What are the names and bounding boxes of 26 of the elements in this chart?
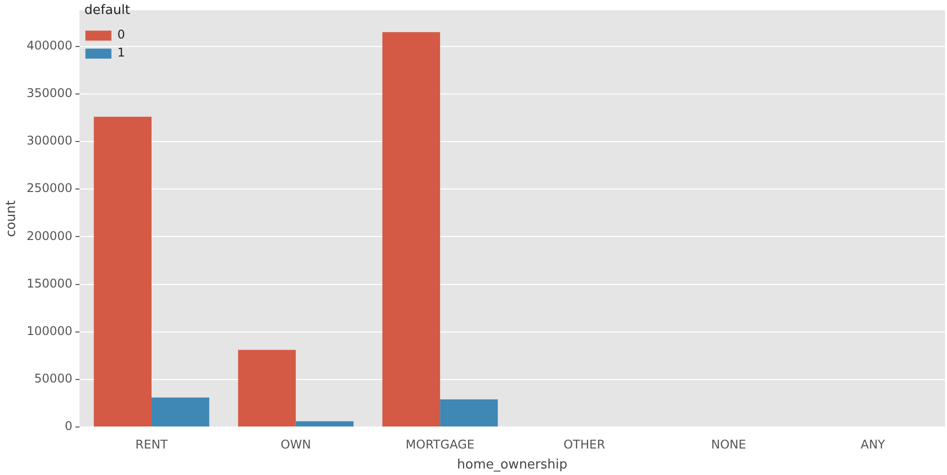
bar xyxy=(152,398,210,426)
y-tick-label: 50000 xyxy=(34,372,72,386)
y-tick-label: 300000 xyxy=(26,134,72,148)
bar xyxy=(94,116,152,426)
bar xyxy=(296,421,354,426)
x-tick-label: OTHER xyxy=(563,437,606,452)
y-tick-label: 0 xyxy=(64,419,72,434)
x-tick-label: MORTGAGE xyxy=(406,437,474,452)
x-axis-title: home_ownership xyxy=(457,458,568,473)
x-tick-label: OWN xyxy=(280,437,311,452)
legend-label: 0 xyxy=(117,28,126,42)
legend-label: 1 xyxy=(117,46,126,60)
y-tick-label: 200000 xyxy=(26,228,72,243)
y-tick-label: 350000 xyxy=(26,86,72,100)
legend-title: default xyxy=(84,2,130,18)
bar xyxy=(238,350,296,426)
y-tick-label: 100000 xyxy=(26,324,72,338)
x-tick-label: NONE xyxy=(711,437,746,452)
x-tick-label: ANY xyxy=(860,437,886,452)
y-tick-label: 250000 xyxy=(26,181,72,196)
y-tick-label: 400000 xyxy=(26,38,72,52)
y-axis-title: count xyxy=(4,200,20,237)
bar xyxy=(382,32,440,426)
y-tick-label: 150000 xyxy=(26,276,72,290)
x-tick-label: RENT xyxy=(135,437,168,452)
bar xyxy=(440,399,498,426)
